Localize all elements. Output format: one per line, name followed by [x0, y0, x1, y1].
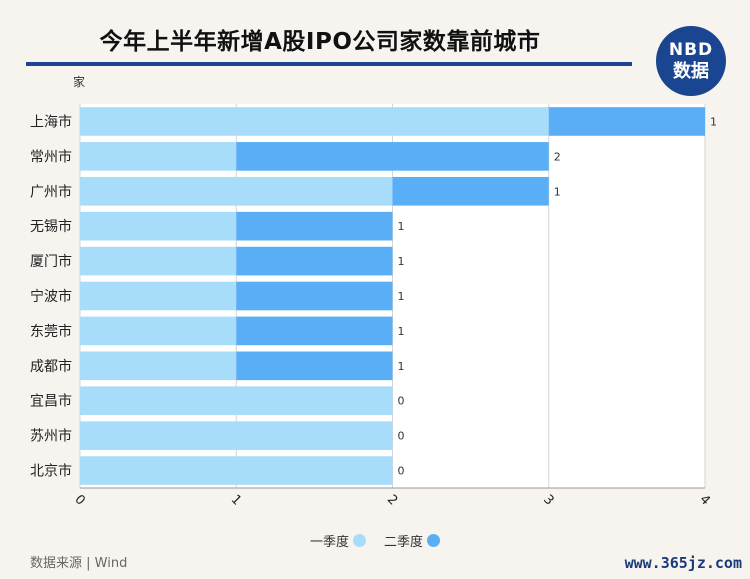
bar-q2 [236, 211, 393, 241]
category-label: 无锡市 [30, 218, 72, 235]
x-tick-label: 0 [71, 492, 87, 508]
x-tick-label: 2 [384, 492, 400, 508]
category-label: 常州市 [30, 148, 72, 165]
category-label: 广州市 [30, 183, 72, 200]
category-label: 苏州市 [30, 428, 72, 445]
data-label: 0 [398, 430, 405, 443]
bar-q2 [236, 316, 393, 346]
legend-label-q2: 二季度 [384, 535, 424, 550]
bar-q2 [236, 142, 549, 171]
data-label: 2 [554, 150, 561, 163]
data-label: 1 [554, 185, 561, 198]
bar-q2 [236, 281, 393, 311]
category-label: 北京市 [30, 463, 72, 480]
data-label: 0 [398, 395, 405, 408]
bar-q1 [80, 246, 237, 276]
logo-text-bottom: 数据 [673, 60, 709, 82]
data-label: 1 [398, 360, 405, 373]
legend-swatch-q2 [427, 534, 441, 547]
legend-item-q2: 二季度 [384, 531, 441, 550]
bar-q1 [80, 351, 237, 381]
bar-q1 [80, 176, 393, 206]
category-label: 上海市 [30, 113, 72, 130]
legend: 一季度 二季度 [0, 531, 750, 550]
bar-q1 [80, 211, 237, 241]
chart-title: 今年上半年新增A股IPO公司家数靠前城市 [99, 29, 541, 55]
category-label: 宜昌市 [30, 393, 72, 410]
bar-q1 [80, 386, 393, 416]
data-label: 1 [398, 220, 405, 233]
title-underline [26, 62, 632, 66]
logo-text-top: NBD [668, 39, 714, 60]
x-tick-label: 4 [696, 492, 712, 508]
bar-q1 [80, 421, 393, 450]
x-tick-label: 3 [540, 492, 556, 508]
data-label: 0 [398, 465, 405, 478]
y-unit-label: 家 [73, 74, 85, 89]
data-label: 1 [398, 255, 405, 268]
bar-q1 [80, 142, 237, 171]
bar-q1 [80, 316, 237, 346]
legend-item-q1: 一季度 [310, 531, 366, 550]
bar-q1 [80, 456, 393, 485]
data-label: 1 [710, 115, 717, 128]
site-watermark: www.365jz.com [624, 554, 742, 572]
bar-q1 [80, 281, 237, 311]
category-label: 成都市 [30, 358, 72, 375]
legend-label-q1: 一季度 [309, 535, 349, 550]
bar-q2 [236, 351, 393, 381]
bar-q2 [236, 246, 393, 276]
bar-q1 [80, 107, 549, 136]
category-label: 厦门市 [30, 253, 72, 270]
bar-q2 [392, 176, 549, 206]
category-label: 宁波市 [30, 288, 72, 305]
nbd-logo: NBD 数据 [656, 26, 726, 96]
data-source: 数据来源 | Wind [30, 556, 128, 571]
bar-q2 [548, 107, 705, 136]
data-label: 1 [398, 325, 405, 338]
x-tick-label: 1 [228, 492, 244, 508]
data-label: 1 [398, 290, 405, 303]
legend-swatch-q1 [353, 534, 366, 547]
category-label: 东莞市 [30, 323, 72, 340]
